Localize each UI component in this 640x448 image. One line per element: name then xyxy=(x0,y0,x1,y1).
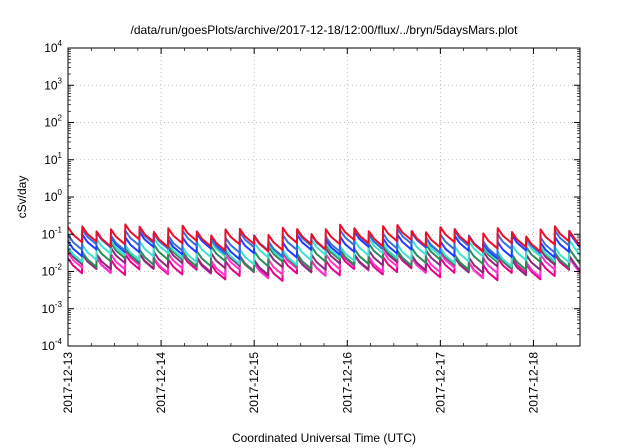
x-axis-label: Coordinated Universal Time (UTC) xyxy=(232,431,416,445)
y-tick-label: 10-3 xyxy=(42,300,63,316)
series-group xyxy=(67,223,581,282)
x-tick-label: 2017-12-16 xyxy=(340,352,354,414)
series-line xyxy=(67,227,581,258)
x-tick-label: 2017-12-13 xyxy=(61,352,75,414)
y-tick-label: 101 xyxy=(44,151,62,167)
series-line xyxy=(67,223,581,253)
x-tick-label: 2017-12-17 xyxy=(433,352,447,414)
x-tick-label: 2017-12-18 xyxy=(526,352,540,414)
x-axis-ticks: 2017-12-13 2017-12-14 2017-12-15 2017-12-16… xyxy=(61,48,581,414)
x-tick-label: 2017-12-15 xyxy=(247,352,261,414)
y-tick-label: 10-1 xyxy=(42,225,63,241)
y-axis-label: cSv/day xyxy=(15,176,29,219)
y-tick-label: 104 xyxy=(44,39,62,55)
grid-lines xyxy=(68,48,580,346)
y-tick-label: 102 xyxy=(44,114,62,130)
x-tick-label: 2017-12-14 xyxy=(154,352,168,414)
y-tick-label: 103 xyxy=(44,76,62,92)
chart-title: /data/run/goesPlots/archive/2017-12-18/1… xyxy=(131,23,519,37)
y-tick-label: 10-2 xyxy=(42,263,63,279)
y-axis-ticks: 10-4 10-3 10-2 10-1 100 101 102 103 104 xyxy=(42,39,580,353)
y-tick-label: 100 xyxy=(44,188,62,204)
y-tick-label: 10-4 xyxy=(42,337,63,353)
